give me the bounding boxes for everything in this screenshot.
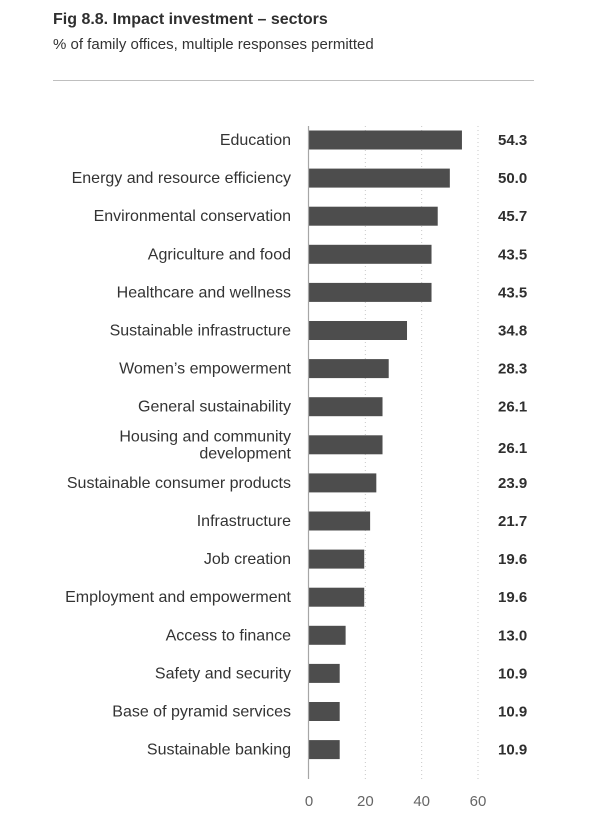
category-label: Safety and security xyxy=(155,665,291,682)
category-label: Sustainable infrastructure xyxy=(110,323,292,340)
value-label: 10.9 xyxy=(498,742,527,759)
bar xyxy=(309,282,432,302)
value-label: 23.9 xyxy=(498,475,527,492)
x-tick-label: 40 xyxy=(413,793,430,810)
bar xyxy=(309,397,383,417)
category-label: Environmental conservation xyxy=(94,208,291,225)
x-tick-labels: 0 20 40 60 xyxy=(305,793,487,810)
category-label: Base of pyramid services xyxy=(112,704,291,721)
bar xyxy=(309,321,408,340)
value-labels: 54.3 50.0 45.7 43.5 43.5 34.8 28.3 26.1 26.1 23.9… xyxy=(498,132,527,759)
value-label: 43.5 xyxy=(498,246,527,263)
value-label: 13.0 xyxy=(498,627,527,644)
category-label: Access to finance xyxy=(166,627,292,644)
title-divider xyxy=(53,80,534,81)
category-label: Employment and empowerment xyxy=(65,589,291,606)
grid-lines xyxy=(364,126,479,779)
category-label: Sustainable banking xyxy=(147,742,291,759)
value-label: 26.1 xyxy=(498,399,527,416)
value-label: 19.6 xyxy=(498,551,527,568)
value-label: 19.6 xyxy=(498,589,527,606)
bar xyxy=(309,473,377,493)
bar xyxy=(309,244,432,264)
x-tick-label: 20 xyxy=(357,793,374,810)
category-label: Housing and community xyxy=(119,428,291,445)
value-label: 28.3 xyxy=(498,361,527,378)
x-tick-label: 60 xyxy=(470,793,487,810)
category-label: General sustainability xyxy=(138,399,291,416)
category-label: Energy and resource efficiency xyxy=(72,170,291,187)
bar xyxy=(309,359,389,379)
value-label: 10.9 xyxy=(498,704,527,721)
bar xyxy=(309,130,462,150)
category-label: Women’s empowerment xyxy=(119,361,291,378)
bar xyxy=(309,663,340,683)
bar xyxy=(309,587,365,607)
category-label: Sustainable consumer products xyxy=(67,475,291,492)
bar xyxy=(309,740,340,760)
category-label: Infrastructure xyxy=(197,513,291,530)
category-labels: Education Energy and resource efficiency E… xyxy=(65,132,291,759)
bar xyxy=(309,206,438,226)
bar xyxy=(309,702,340,721)
bar xyxy=(309,511,371,531)
category-label: Education xyxy=(220,132,291,149)
category-label: Agriculture and food xyxy=(148,246,291,263)
value-label: 26.1 xyxy=(498,440,527,457)
bar xyxy=(309,549,365,569)
value-label: 50.0 xyxy=(498,170,527,187)
value-label: 54.3 xyxy=(498,132,527,149)
value-label: 21.7 xyxy=(498,513,527,530)
figure-title: Fig 8.8. Impact investment – sectors xyxy=(53,11,328,28)
category-label: development xyxy=(199,445,291,462)
bar xyxy=(309,625,346,645)
value-label: 45.7 xyxy=(498,208,527,225)
bar xyxy=(309,435,383,455)
category-label: Healthcare and wellness xyxy=(117,284,291,301)
x-tick-label: 0 xyxy=(305,793,313,810)
category-label: Job creation xyxy=(204,551,291,568)
value-label: 34.8 xyxy=(498,323,527,340)
bar xyxy=(309,168,450,188)
figure-subtitle: % of family offices, multiple responses … xyxy=(53,36,374,53)
value-label: 10.9 xyxy=(498,665,527,682)
bars xyxy=(309,130,462,760)
value-label: 43.5 xyxy=(498,284,527,301)
